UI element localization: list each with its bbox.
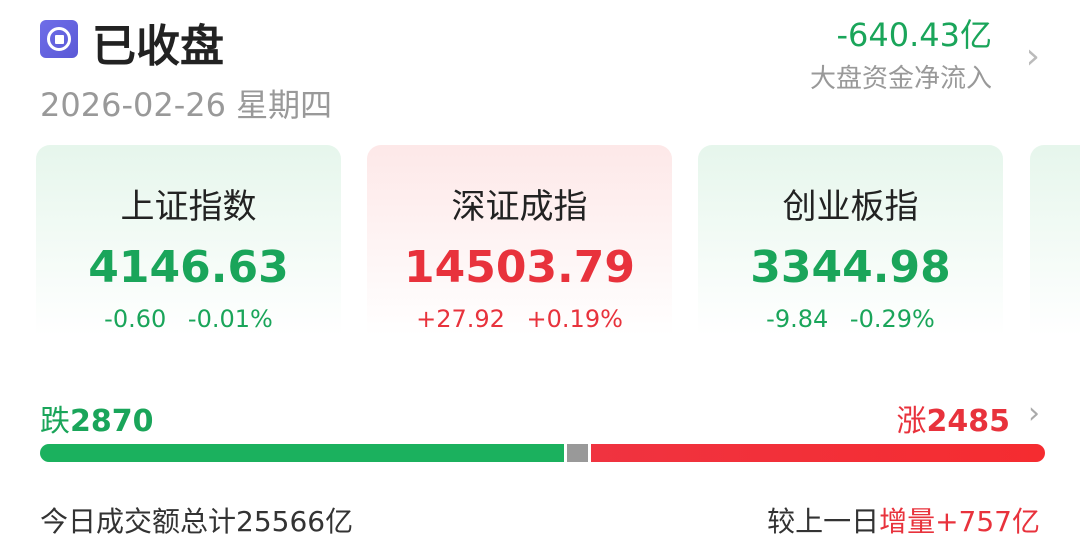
index-pct: +0.19% [526, 305, 623, 333]
fall-label: 跌 [40, 404, 70, 439]
index-pct: -0.29% [849, 305, 935, 333]
weekday-text: 星期四 [236, 86, 333, 124]
fall-value: 2870 [70, 404, 154, 439]
market-status: 已收盘 [92, 21, 224, 72]
fall-count: 跌2870 [40, 396, 154, 440]
index-change: -9.84 [766, 305, 829, 333]
chevron-right-icon[interactable]: › [1025, 36, 1040, 77]
turnover-value: 25566亿 [236, 505, 354, 538]
index-value: 14503.79 [403, 242, 636, 293]
index-change: -0.60 [104, 305, 167, 333]
turnover-compare: 较上一日增量+757亿 [767, 500, 1040, 540]
index-card-chinext[interactable]: 创业板指 3344.98 -9.84 -0.29% [698, 145, 1003, 357]
turnover-total: 今日成交额总计25566亿 [40, 500, 353, 540]
net-inflow-label[interactable]: 大盘资金净流入 [809, 64, 992, 94]
flat-bar [567, 444, 588, 462]
rise-value: 2485 [926, 404, 1011, 439]
chevron-right-icon[interactable]: › [1028, 396, 1040, 431]
index-value: 3344.98 [750, 242, 951, 293]
index-name: 上证指数 [120, 187, 257, 227]
index-card-sse[interactable]: 上证指数 4146.63 -0.60 -0.01% [36, 145, 341, 357]
delta-value: +757亿 [935, 505, 1040, 538]
turnover-label: 今日成交额总计 [40, 505, 237, 538]
stop-circle-icon [40, 20, 78, 58]
date-text: 2026-02-26 [40, 86, 226, 124]
index-card-szse[interactable]: 深证成指 14503.79 +27.92 +0.19% [367, 145, 672, 357]
index-card-partial[interactable] [1030, 145, 1080, 357]
rise-label: 涨 [896, 404, 927, 439]
compare-label: 较上一日 [767, 505, 880, 538]
trade-date: 2026-02-26 星期四 [40, 80, 332, 126]
fall-bar [40, 444, 564, 462]
rise-bar [591, 444, 1045, 462]
net-inflow-value[interactable]: -640.43亿 [836, 16, 992, 54]
delta-label: 增量 [879, 505, 936, 538]
index-name: 创业板指 [782, 187, 919, 227]
index-value: 4146.63 [88, 242, 289, 293]
index-pct: -0.01% [187, 305, 273, 333]
index-change: +27.92 [416, 305, 505, 333]
index-name: 深证成指 [451, 187, 588, 227]
rise-count[interactable]: 涨2485 [897, 396, 1011, 440]
